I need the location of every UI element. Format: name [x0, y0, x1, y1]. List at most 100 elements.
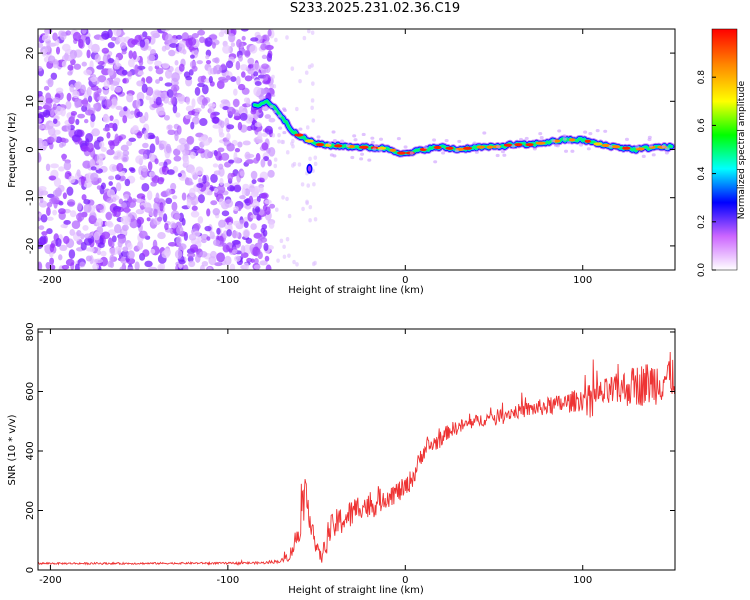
noise-blob	[66, 199, 76, 207]
noise-blob	[155, 96, 162, 106]
noise-blob	[158, 76, 164, 82]
noise-blob	[305, 125, 310, 130]
noise-blob	[140, 205, 145, 210]
noise-blob	[90, 76, 98, 83]
noise-blob	[231, 240, 241, 245]
noise-blob	[137, 70, 145, 76]
noise-blob	[120, 144, 129, 152]
noise-blob	[38, 225, 45, 231]
noise-blob	[46, 216, 54, 221]
noise-blob	[243, 97, 249, 103]
ridge-fringe	[624, 137, 629, 141]
ridge-fringe	[271, 93, 276, 98]
noise-blob	[38, 261, 43, 270]
noise-blob	[95, 204, 104, 211]
noise-blob	[122, 78, 127, 84]
ridge-fringe	[316, 135, 321, 139]
noise-blob	[123, 194, 130, 200]
noise-blob	[308, 156, 312, 161]
noise-blob	[134, 261, 140, 270]
noise-blob	[261, 63, 269, 70]
noise-blob	[207, 266, 212, 270]
noise-blob	[209, 231, 215, 239]
noise-blob	[147, 161, 153, 171]
ridge-fringe	[350, 155, 355, 160]
ridge-hotspot	[396, 151, 406, 155]
noise-blob	[199, 264, 205, 270]
noise-blob	[191, 33, 199, 39]
noise-blob	[47, 55, 56, 64]
ridge-fringe	[661, 144, 666, 149]
noise-blob	[301, 206, 305, 212]
noise-blob	[46, 201, 53, 208]
noise-blob	[285, 35, 289, 40]
noise-blob	[214, 57, 220, 64]
noise-blob	[310, 30, 315, 35]
y-tick-label: 200	[25, 501, 36, 520]
noise-blob	[234, 255, 241, 262]
noise-blob	[269, 203, 276, 209]
noise-blob	[87, 95, 93, 103]
noise-blob	[194, 86, 201, 96]
noise-blob	[49, 109, 55, 117]
noise-blob	[223, 183, 231, 188]
noise-blob	[215, 151, 222, 161]
ridge-fringe	[379, 137, 384, 141]
noise-blob	[250, 214, 259, 219]
ridge-fringe	[583, 130, 588, 134]
noise-blob	[239, 195, 246, 200]
ridge-fringe	[361, 132, 366, 137]
noise-blob	[91, 128, 100, 137]
noise-blob	[207, 190, 213, 196]
noise-blob	[259, 185, 264, 194]
ridge-fringe	[282, 130, 287, 135]
noise-blob	[189, 244, 199, 253]
noise-blob	[136, 91, 145, 102]
noise-blob	[174, 249, 183, 259]
noise-blob	[69, 210, 77, 218]
noise-blob	[52, 32, 58, 41]
noise-blob	[285, 237, 290, 242]
noise-blob	[150, 181, 157, 187]
noise-blob	[66, 186, 74, 196]
noise-blob	[187, 37, 197, 46]
noise-blob	[285, 150, 290, 155]
noise-blob	[176, 144, 185, 151]
noise-blob	[264, 125, 273, 135]
noise-blob	[149, 143, 156, 154]
noise-blob	[46, 228, 53, 235]
ridge-fringe	[564, 149, 569, 153]
ridge-fringe	[562, 134, 567, 138]
noise-blob	[238, 54, 243, 62]
noise-blob	[279, 238, 284, 244]
noise-blob	[229, 263, 236, 270]
ridge-hotspot	[535, 141, 546, 145]
noise-blob	[191, 205, 198, 211]
noise-blob	[82, 160, 92, 169]
noise-blob	[128, 50, 134, 60]
noise-blob	[271, 133, 276, 138]
noise-blob	[97, 241, 105, 249]
ridge-fringe	[457, 139, 462, 144]
noise-blob	[189, 151, 196, 159]
noise-blob	[201, 238, 207, 244]
noise-blob	[167, 124, 173, 130]
noise-blob	[260, 158, 266, 168]
noise-blob	[46, 136, 55, 144]
noise-blob	[282, 254, 287, 259]
noise-blob	[104, 99, 113, 108]
noise-blob	[138, 59, 144, 66]
noise-blob	[171, 201, 178, 212]
ridge-fringe	[532, 147, 537, 151]
noise-blob	[219, 177, 224, 186]
ridge-fringe	[570, 149, 575, 153]
noise-blob	[162, 213, 168, 223]
noise-blob	[142, 31, 148, 38]
noise-blob	[210, 200, 218, 206]
noise-blob	[253, 264, 261, 270]
noise-blob	[222, 105, 230, 111]
noise-blob	[239, 219, 246, 224]
noise-blob	[253, 71, 259, 77]
noise-blob	[38, 117, 42, 123]
noise-blob	[226, 142, 235, 152]
